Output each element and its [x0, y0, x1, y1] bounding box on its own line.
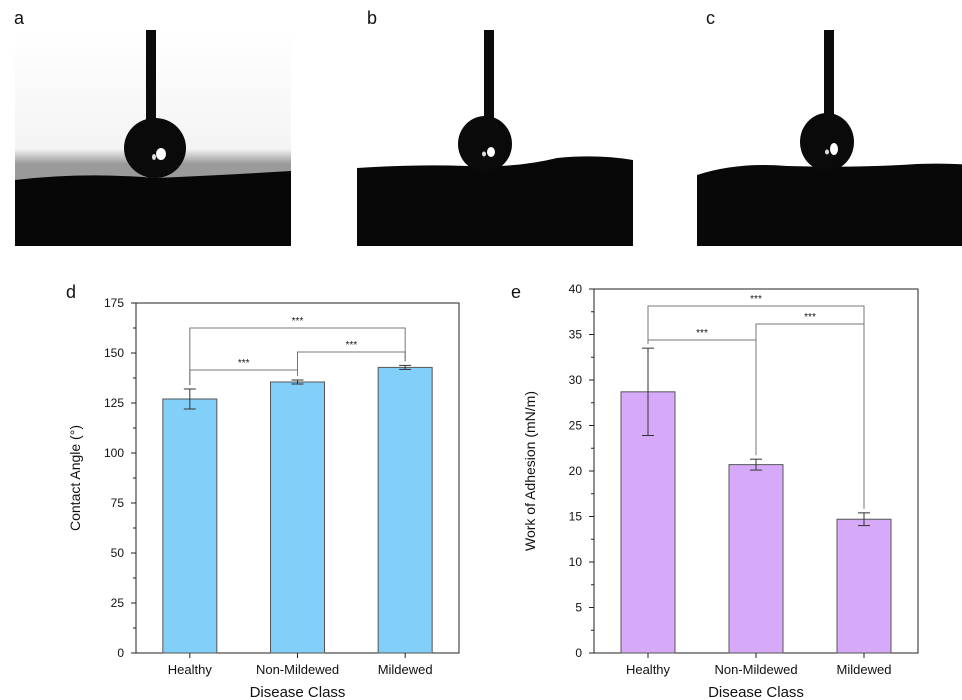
- y-tick-label: 15: [569, 510, 583, 524]
- y-tick-label: 30: [569, 373, 583, 387]
- significance-label: ***: [696, 328, 708, 339]
- panel-label-e: e: [511, 282, 522, 302]
- x-tick-label: Non-Mildewed: [714, 662, 797, 677]
- y-tick-label: 50: [111, 546, 125, 560]
- x-axis-label: Disease Class: [708, 684, 804, 700]
- panel-label-a: a: [14, 8, 25, 28]
- significance-label: ***: [292, 316, 304, 327]
- y-axis-label: Work of Adhesion (mN/m): [522, 391, 538, 551]
- y-tick-label: 175: [104, 296, 124, 310]
- y-tick-label: 5: [575, 601, 582, 615]
- y-tick-label: 20: [569, 464, 583, 478]
- x-tick-label: Healthy: [626, 662, 671, 677]
- chart-contact-angle: 0 25 50 75 100 125 150 175 Healthy Non-Mildewed Mi…: [67, 296, 460, 700]
- x-tick-label: Mildewed: [837, 662, 892, 677]
- significance-label: ***: [750, 294, 762, 305]
- significance-label: ***: [238, 358, 250, 369]
- y-tick-label: 75: [111, 496, 125, 510]
- droplet-photo-a: [15, 30, 291, 246]
- y-tick-label: 0: [117, 646, 124, 660]
- bar: [728, 464, 784, 654]
- x-tick-label: Healthy: [168, 662, 213, 677]
- y-tick-label: 125: [104, 396, 124, 410]
- y-tick-label: 25: [569, 419, 583, 433]
- x-axis-label: Disease Class: [250, 684, 346, 700]
- droplet-photo-b: [357, 30, 633, 246]
- y-tick-label: 100: [104, 446, 124, 460]
- y-axis-label: Contact Angle (°): [67, 425, 83, 531]
- bar: [836, 518, 892, 654]
- y-tick-label: 35: [569, 328, 583, 342]
- bar: [270, 381, 325, 654]
- panel-label-c: c: [706, 8, 715, 28]
- y-tick-label: 25: [111, 596, 125, 610]
- y-tick-label: 150: [104, 346, 124, 360]
- x-tick-label: Non-Mildewed: [256, 662, 339, 677]
- bar: [377, 366, 433, 654]
- droplet-photo-c: [697, 30, 962, 246]
- panel-label-d: d: [66, 282, 77, 302]
- chart-work-of-adhesion: 0 5 10 15 20 25 30 35 40 Healthy Non-Mildewed Milde…: [522, 282, 919, 700]
- bar: [162, 398, 218, 654]
- x-tick-label: Mildewed: [378, 662, 433, 677]
- significance-label: ***: [804, 312, 816, 323]
- significance-label: ***: [345, 340, 357, 351]
- y-tick-label: 40: [569, 282, 583, 296]
- y-tick-label: 10: [569, 555, 583, 569]
- significance-bracket: [189, 327, 406, 385]
- panel-label-b: b: [367, 8, 378, 28]
- y-tick-label: 0: [575, 646, 582, 660]
- significance-bracket: [647, 305, 865, 509]
